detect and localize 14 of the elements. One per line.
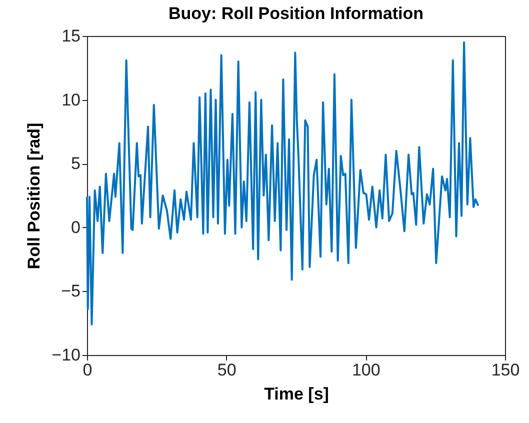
y-tick-label: 5 — [71, 154, 80, 174]
x-tick-label: 150 — [491, 360, 520, 380]
chart-title: Buoy: Roll Position Information — [168, 4, 424, 23]
y-tick-label: 10 — [62, 90, 80, 110]
line-series — [86, 41, 480, 326]
y-tick-label: 0 — [71, 218, 80, 237]
y-tick-label: −10 — [52, 346, 80, 364]
x-tick-label: 50 — [217, 360, 236, 380]
y-axis-title: Roll Position [rad] — [24, 122, 44, 270]
y-tick-label: −5 — [61, 282, 80, 301]
x-tick-label: 100 — [352, 360, 380, 380]
y-tick-label: 15 — [62, 26, 80, 46]
x-tick-label: 0 — [82, 360, 92, 380]
x-axis-title: Time [s] — [264, 384, 329, 404]
